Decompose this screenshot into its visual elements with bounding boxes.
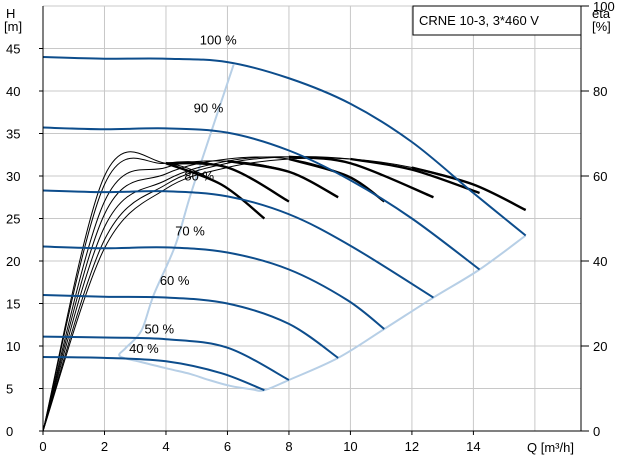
head-curve bbox=[43, 56, 527, 237]
head-curve bbox=[43, 335, 290, 381]
x-axis-tick-label: 0 bbox=[39, 439, 46, 454]
y-axis-label-left-top: H bbox=[6, 6, 15, 21]
grid-layer bbox=[42, 5, 581, 432]
speed-label: 70 % bbox=[175, 224, 205, 239]
efficiency-curve-emphasis bbox=[165, 162, 266, 220]
efficiency-axis-tick-label: 20 bbox=[593, 339, 607, 354]
efficiency-axis-tick-label: 100 bbox=[593, 0, 615, 14]
head-curve bbox=[43, 356, 265, 392]
speed-label: 40 % bbox=[129, 341, 159, 356]
head-axis-tick-label: 45 bbox=[6, 42, 20, 57]
operating-envelope-curve bbox=[118, 64, 527, 392]
efficiency-curve-emphasis bbox=[165, 162, 290, 203]
y-axis-label-left-bottom: [m] bbox=[4, 19, 22, 34]
head-axis-tick-label: 0 bbox=[6, 424, 13, 439]
efficiency-curve bbox=[43, 156, 385, 431]
speed-label: 100 % bbox=[200, 32, 237, 47]
efficiency-layer bbox=[43, 151, 527, 431]
y-axis-label-right-bottom: [%] bbox=[592, 19, 611, 34]
x-axis-tick-label: 2 bbox=[101, 439, 108, 454]
head-axis-tick-label: 15 bbox=[6, 297, 20, 312]
head-axis-tick-label: 20 bbox=[6, 254, 20, 269]
speed-label: 80 % bbox=[184, 168, 214, 183]
chart-title: CRNE 10-3, 3*460 V bbox=[419, 13, 539, 28]
efficiency-axis-tick-label: 80 bbox=[593, 84, 607, 99]
head-axis-tick-label: 10 bbox=[6, 339, 20, 354]
efficiency-curve-emphasis bbox=[350, 157, 480, 195]
x-axis-tick-label: 10 bbox=[343, 439, 357, 454]
head-curve bbox=[43, 189, 434, 299]
x-axis-tick-label: 12 bbox=[405, 439, 419, 454]
head-axis-tick-label: 30 bbox=[6, 169, 20, 184]
head-curve bbox=[43, 126, 481, 271]
x-axis-tick-label: 4 bbox=[162, 439, 169, 454]
head-axis-tick-label: 40 bbox=[6, 84, 20, 99]
x-axis-tick-label: 6 bbox=[224, 439, 231, 454]
speed-label: 60 % bbox=[160, 273, 190, 288]
speed-label: 50 % bbox=[144, 321, 174, 336]
tick-layer: 0 2 4 6 8 10 12 14 0 5 10 15 20 25 30 35 40 45 0 20 40 60 80 10… bbox=[6, 0, 615, 454]
x-axis-tick-label: 8 bbox=[285, 439, 292, 454]
x-axis-tick-label: 14 bbox=[466, 439, 480, 454]
efficiency-axis-tick-label: 40 bbox=[593, 254, 607, 269]
efficiency-curve-emphasis bbox=[227, 159, 339, 199]
efficiency-axis-tick-label: 60 bbox=[593, 169, 607, 184]
head-layer bbox=[43, 56, 527, 392]
head-axis-tick-label: 35 bbox=[6, 127, 20, 142]
x-axis-label: Q [m³/h] bbox=[527, 440, 574, 455]
efficiency-curve-emphasis bbox=[411, 166, 527, 212]
curve-label-layer: 100 % 90 % 80 % 70 % 60 % 50 % 40 % bbox=[129, 32, 237, 356]
chart-title-box bbox=[412, 5, 582, 36]
envelope-layer bbox=[118, 64, 527, 392]
speed-label: 90 % bbox=[194, 100, 224, 115]
head-curve bbox=[43, 245, 385, 330]
y-axis-label-right-top: eta bbox=[592, 6, 611, 21]
efficiency-axis-tick-label: 0 bbox=[593, 424, 600, 439]
head-curve bbox=[43, 294, 339, 359]
head-axis-tick-label: 5 bbox=[6, 382, 13, 397]
head-axis-tick-label: 25 bbox=[6, 212, 20, 227]
